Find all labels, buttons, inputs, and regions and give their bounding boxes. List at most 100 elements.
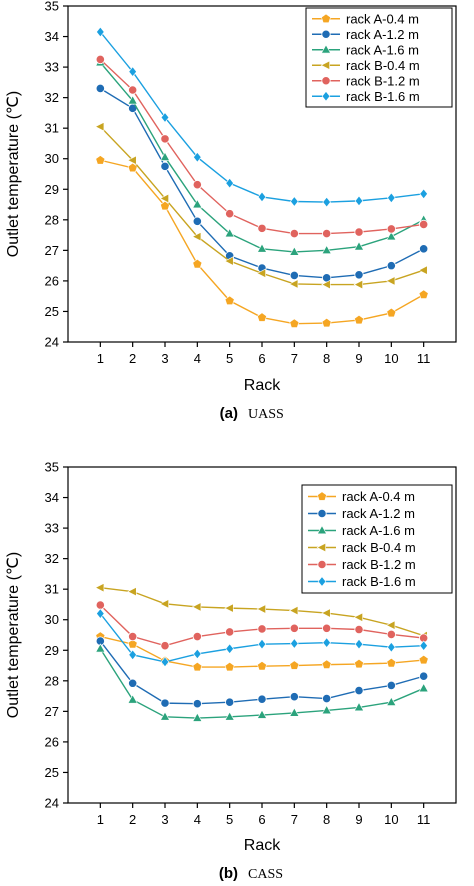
x-tick-label: 7 [291, 812, 298, 827]
series-rack-b-0-4-m [94, 121, 428, 290]
x-tick-label: 4 [194, 812, 201, 827]
data-point [224, 228, 235, 238]
data-point [353, 241, 365, 251]
data-point [128, 85, 138, 95]
data-point [321, 279, 331, 290]
data-point [354, 685, 364, 696]
x-tick-label: 8 [323, 351, 330, 366]
legend-label: rack B-1.2 m [342, 557, 416, 572]
data-point [322, 623, 332, 633]
data-point [159, 193, 169, 204]
data-point [418, 683, 429, 693]
data-point [159, 599, 169, 609]
legend-label: rack B-0.4 m [346, 58, 420, 73]
legend-item: rack B-1.2 m [308, 557, 416, 572]
legend-swatch-marker [320, 44, 332, 54]
data-point [193, 151, 202, 163]
data-point [321, 705, 332, 715]
data-point [128, 66, 137, 77]
x-tick-label: 9 [355, 351, 362, 366]
data-point [160, 698, 170, 708]
data-point [321, 244, 332, 255]
data-point [387, 641, 396, 653]
data-point [224, 661, 235, 672]
caption-tag: (a) [220, 405, 238, 422]
data-point [192, 180, 202, 190]
data-point [354, 638, 364, 650]
x-tick-label: 6 [258, 812, 265, 827]
data-point [128, 649, 137, 661]
series-rack-b-1-2-m [95, 600, 429, 651]
data-point [95, 600, 105, 610]
y-tick-label: 25 [45, 765, 59, 780]
legend-item: rack B-0.4 m [308, 540, 416, 555]
data-point [322, 693, 332, 704]
data-point [385, 276, 396, 286]
data-point [290, 638, 299, 649]
y-tick-label: 35 [45, 0, 59, 14]
x-axis-label: Rack [244, 837, 281, 854]
legend-swatch-marker [320, 60, 330, 71]
series-rack-b-1-6-m [96, 608, 428, 668]
data-point [225, 643, 234, 655]
data-point [160, 112, 170, 123]
data-point [225, 209, 235, 219]
data-point [159, 151, 171, 161]
data-point [354, 314, 364, 325]
data-point [386, 261, 396, 271]
legend-item: rack A-1.2 m [308, 506, 415, 521]
data-point [354, 195, 364, 207]
data-point [321, 608, 331, 618]
x-tick-label: 4 [194, 351, 201, 366]
data-point [160, 200, 170, 211]
x-tick-label: 5 [226, 351, 233, 366]
y-tick-label: 26 [45, 273, 59, 288]
x-tick-label: 10 [384, 812, 398, 827]
x-tick-label: 3 [161, 812, 168, 827]
caption-name: UASS [248, 407, 284, 422]
y-tick-label: 31 [45, 582, 59, 597]
y-tick-label: 32 [45, 90, 59, 105]
legend-swatch-marker [321, 29, 331, 39]
data-point [321, 659, 332, 669]
data-point [127, 162, 138, 173]
y-tick-label: 30 [45, 612, 59, 627]
data-point [95, 54, 105, 65]
legend-item: rack B-0.4 m [312, 58, 420, 73]
data-point [225, 627, 235, 637]
x-tick-label: 9 [355, 812, 362, 827]
data-point [192, 699, 202, 709]
data-point [289, 246, 300, 256]
legend-label: rack B-0.4 m [342, 540, 416, 555]
x-tick-label: 5 [226, 812, 233, 827]
y-tick-label: 32 [45, 551, 59, 566]
x-tick-label: 6 [258, 351, 265, 366]
data-point [224, 603, 234, 613]
series-rack-b-1-6-m [96, 26, 428, 208]
data-point [386, 224, 396, 234]
data-point [160, 656, 170, 668]
legend-label: rack A-1.6 m [346, 42, 419, 57]
x-tick-label: 1 [97, 812, 104, 827]
data-point [322, 637, 331, 648]
legend-swatch-marker [317, 491, 327, 501]
legend-label: rack A-0.4 m [342, 489, 415, 504]
x-tick-label: 7 [291, 351, 298, 366]
data-point [289, 318, 300, 328]
data-point [192, 712, 203, 722]
legend-swatch-marker [321, 76, 331, 86]
data-point [95, 643, 106, 653]
y-axis-label: Outlet temperature (℃) [5, 91, 22, 257]
data-point [127, 95, 138, 105]
legend-swatch-marker [317, 508, 327, 519]
y-tick-label: 24 [45, 335, 59, 350]
data-point [224, 711, 235, 721]
y-tick-label: 27 [45, 243, 59, 258]
series-rack-a-1-2-m [95, 636, 429, 709]
data-point [94, 582, 105, 593]
y-tick-label: 33 [45, 60, 59, 75]
y-tick-label: 24 [45, 796, 59, 811]
